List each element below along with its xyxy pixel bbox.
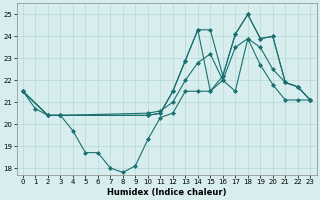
X-axis label: Humidex (Indice chaleur): Humidex (Indice chaleur) [107, 188, 226, 197]
